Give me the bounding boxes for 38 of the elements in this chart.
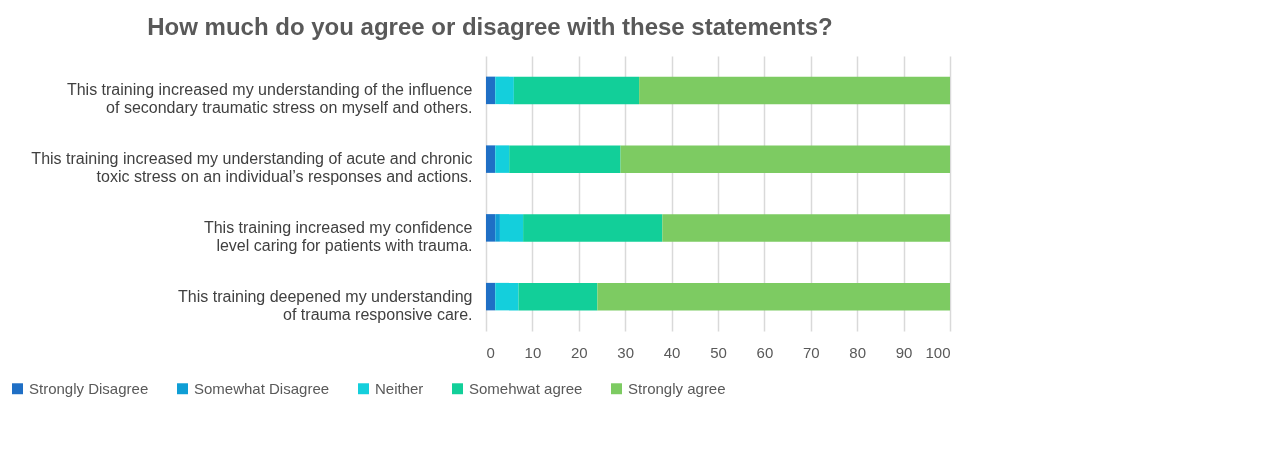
bar — [518, 282, 598, 311]
x-tick-label: 60 — [756, 343, 774, 361]
bar — [495, 214, 500, 242]
bar — [509, 145, 621, 173]
bar — [486, 145, 496, 173]
legend-label: Strongly Disagree — [29, 379, 149, 397]
bar — [495, 145, 510, 173]
bar — [486, 76, 496, 105]
x-tick-label: 70 — [802, 343, 820, 361]
bar — [523, 214, 663, 242]
bar — [486, 214, 496, 242]
x-tick-label: 40 — [663, 343, 681, 361]
x-tick-label: 10 — [524, 343, 542, 361]
legend-label: Somewhat Disagree — [194, 379, 330, 397]
x-tick-label: 100 — [925, 343, 951, 361]
chart-title: How much do you agree or disagree with these statements? — [147, 13, 833, 40]
x-tick-label: 0 — [486, 343, 495, 361]
y-tick-label: This training increased my understanding of the influence of secondary traumatic stress on myself and others. — [66, 81, 473, 117]
bar — [597, 282, 950, 311]
x-tick-label: 50 — [710, 343, 727, 361]
legend-label: Somehwat agree — [469, 379, 583, 397]
y-tick-label: This training deepened my understanding of trauma responsive care. — [178, 287, 473, 323]
bar — [495, 282, 519, 311]
bar — [486, 282, 496, 311]
bar — [620, 145, 950, 173]
legend-label: Neither — [375, 379, 424, 397]
bar — [662, 214, 950, 242]
y-tick-label: This training increased my confidence level caring for patients with trauma. — [203, 218, 473, 254]
x-tick-label: 30 — [617, 343, 635, 361]
x-tick-label: 20 — [570, 343, 588, 361]
x-tick-label: 90 — [895, 343, 913, 361]
y-tick-label: This training increased my understanding of acute and chronic toxic stress on an individual’s responses and actions. — [31, 150, 473, 186]
bar — [639, 76, 950, 105]
legend-label: Strongly agree — [628, 379, 726, 397]
bar — [495, 76, 514, 105]
x-tick-label: 80 — [849, 343, 867, 361]
bar — [513, 76, 640, 105]
bar — [499, 214, 524, 242]
